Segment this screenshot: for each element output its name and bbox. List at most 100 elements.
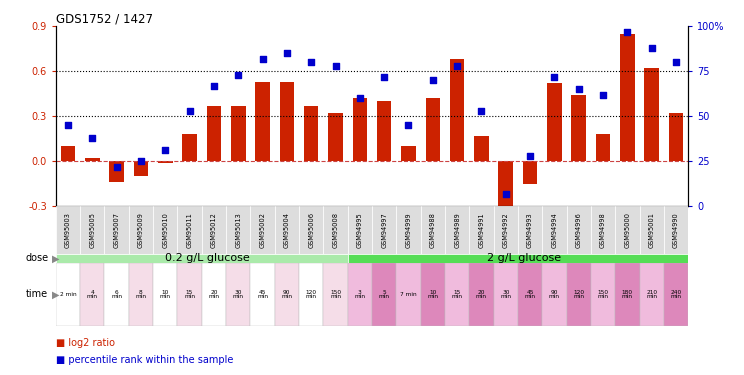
Bar xyxy=(542,262,567,326)
Text: 5
min: 5 min xyxy=(379,290,390,299)
Bar xyxy=(493,206,518,254)
Bar xyxy=(397,262,420,326)
Bar xyxy=(640,262,664,326)
Text: 15
min: 15 min xyxy=(452,290,463,299)
Bar xyxy=(469,262,493,326)
Text: GSM94989: GSM94989 xyxy=(454,212,460,248)
Text: GSM95006: GSM95006 xyxy=(308,212,314,248)
Bar xyxy=(134,161,148,176)
Text: 30
min: 30 min xyxy=(500,290,511,299)
Text: GSM94988: GSM94988 xyxy=(430,212,436,248)
Text: GSM94998: GSM94998 xyxy=(600,212,606,248)
Bar xyxy=(615,206,640,254)
Text: GSM95010: GSM95010 xyxy=(162,212,168,248)
Point xyxy=(281,50,293,56)
Bar xyxy=(669,113,683,161)
Point xyxy=(646,45,658,51)
Bar xyxy=(596,134,610,161)
Bar xyxy=(275,262,299,326)
Bar xyxy=(304,106,318,161)
Text: 8
min: 8 min xyxy=(135,290,147,299)
Bar xyxy=(251,206,275,254)
Point xyxy=(257,56,269,62)
Bar xyxy=(615,262,640,326)
Text: 3
min: 3 min xyxy=(354,290,365,299)
Point xyxy=(403,122,414,128)
Bar xyxy=(372,206,397,254)
Text: GSM95007: GSM95007 xyxy=(114,212,120,248)
Bar xyxy=(251,262,275,326)
Bar xyxy=(591,206,615,254)
Text: 150
min: 150 min xyxy=(330,290,341,299)
Text: GSM95011: GSM95011 xyxy=(187,212,193,248)
Text: GSM95001: GSM95001 xyxy=(649,212,655,248)
Bar xyxy=(571,95,586,161)
Point xyxy=(159,147,171,153)
Bar xyxy=(226,206,251,254)
Bar xyxy=(469,206,493,254)
Bar xyxy=(397,206,420,254)
Bar xyxy=(445,262,469,326)
Point xyxy=(86,135,98,141)
Bar xyxy=(620,34,635,161)
Bar xyxy=(518,206,542,254)
Bar xyxy=(664,262,688,326)
Bar xyxy=(664,206,688,254)
Text: dose: dose xyxy=(25,253,48,263)
Bar xyxy=(420,206,445,254)
Bar xyxy=(474,136,489,161)
Text: 45
min: 45 min xyxy=(525,290,536,299)
Text: 240
min: 240 min xyxy=(670,290,682,299)
Bar xyxy=(401,146,416,161)
Bar xyxy=(182,134,197,161)
Text: GSM95012: GSM95012 xyxy=(211,212,217,248)
Text: GSM95009: GSM95009 xyxy=(138,212,144,248)
Point xyxy=(378,74,390,80)
Text: time: time xyxy=(26,290,48,299)
Bar xyxy=(324,262,347,326)
Bar xyxy=(226,262,251,326)
Bar xyxy=(567,262,591,326)
Point xyxy=(111,164,123,170)
Text: 7 min: 7 min xyxy=(400,292,417,297)
Bar xyxy=(347,262,372,326)
Point xyxy=(548,74,560,80)
Bar xyxy=(372,262,397,326)
Text: 90
min: 90 min xyxy=(281,290,292,299)
Bar xyxy=(202,206,226,254)
Bar xyxy=(129,262,153,326)
Bar xyxy=(547,83,562,161)
Bar xyxy=(353,98,367,161)
Text: 15
min: 15 min xyxy=(184,290,195,299)
Point xyxy=(525,153,536,159)
Point xyxy=(305,59,317,65)
Bar xyxy=(56,262,80,326)
Text: GSM94993: GSM94993 xyxy=(527,212,533,248)
Text: 20
min: 20 min xyxy=(476,290,487,299)
Bar xyxy=(280,82,294,161)
Bar xyxy=(591,262,615,326)
Point xyxy=(573,86,585,92)
Bar xyxy=(153,206,177,254)
Bar xyxy=(644,68,659,161)
Text: 0.2 g/L glucose: 0.2 g/L glucose xyxy=(165,253,250,263)
Bar xyxy=(426,98,440,161)
Bar xyxy=(177,206,202,254)
Point xyxy=(475,108,487,114)
Text: 10
min: 10 min xyxy=(427,290,438,299)
Point xyxy=(184,108,196,114)
Text: 45
min: 45 min xyxy=(257,290,268,299)
Point xyxy=(232,72,244,78)
Text: GSM95013: GSM95013 xyxy=(235,212,241,248)
Bar xyxy=(80,206,104,254)
Text: GSM94990: GSM94990 xyxy=(673,212,679,248)
Point xyxy=(330,63,341,69)
Bar xyxy=(56,206,80,254)
Text: GSM95000: GSM95000 xyxy=(624,212,630,248)
Text: ▶: ▶ xyxy=(52,253,60,263)
Text: 120
min: 120 min xyxy=(573,290,584,299)
Bar xyxy=(85,158,100,161)
Text: 4
min: 4 min xyxy=(87,290,97,299)
Bar xyxy=(450,59,464,161)
Bar xyxy=(445,206,469,254)
